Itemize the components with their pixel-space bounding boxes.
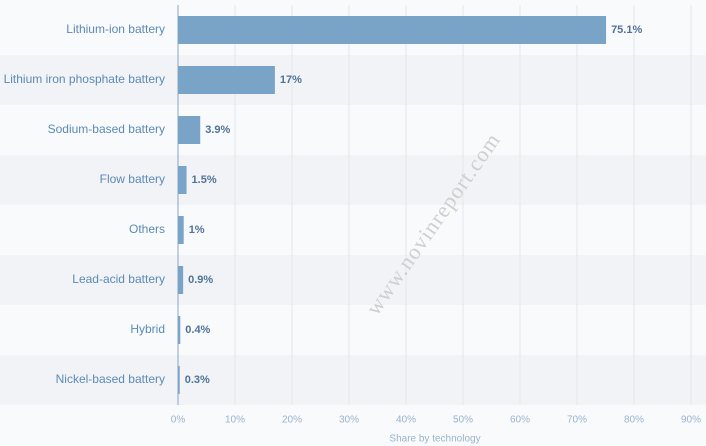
bar <box>178 116 201 144</box>
value-label: 1.5% <box>192 174 217 186</box>
value-label: 17% <box>280 74 302 86</box>
category-label: Sodium-based battery <box>48 122 165 136</box>
row-band <box>0 255 706 305</box>
x-tick-label: 40% <box>396 415 416 426</box>
x-tick-label: 30% <box>339 415 359 426</box>
x-tick-label: 80% <box>624 415 644 426</box>
bar <box>178 16 607 44</box>
value-label: 1% <box>189 224 205 236</box>
x-tick-label: 10% <box>225 415 245 426</box>
bar <box>178 366 180 394</box>
value-label: 75.1% <box>611 24 642 36</box>
x-tick-label: 50% <box>453 415 473 426</box>
category-label: Lead-acid battery <box>72 272 165 286</box>
row-band <box>0 155 706 205</box>
bar <box>178 216 184 244</box>
x-tick-label: 90% <box>681 415 701 426</box>
bar <box>178 66 275 94</box>
x-tick-label: 70% <box>567 415 587 426</box>
x-tick-label: 20% <box>282 415 302 426</box>
value-label: 0.4% <box>185 324 210 336</box>
value-label: 0.9% <box>188 274 213 286</box>
bar <box>178 266 184 294</box>
category-label: Lithium iron phosphate battery <box>4 72 165 86</box>
row-band <box>0 355 706 405</box>
bar <box>178 166 187 194</box>
x-tick-label: 60% <box>510 415 530 426</box>
category-label: Nickel-based battery <box>56 372 165 386</box>
row-band <box>0 55 706 105</box>
category-label: Hybrid <box>130 322 165 336</box>
value-label: 0.3% <box>185 374 210 386</box>
bar <box>178 316 181 344</box>
category-label: Flow battery <box>100 172 165 186</box>
category-label: Lithium-ion battery <box>66 22 165 36</box>
x-axis-label: Share by technology <box>389 434 480 445</box>
x-tick-label: 0% <box>171 415 186 426</box>
value-label: 3.9% <box>205 124 230 136</box>
category-label: Others <box>129 222 165 236</box>
